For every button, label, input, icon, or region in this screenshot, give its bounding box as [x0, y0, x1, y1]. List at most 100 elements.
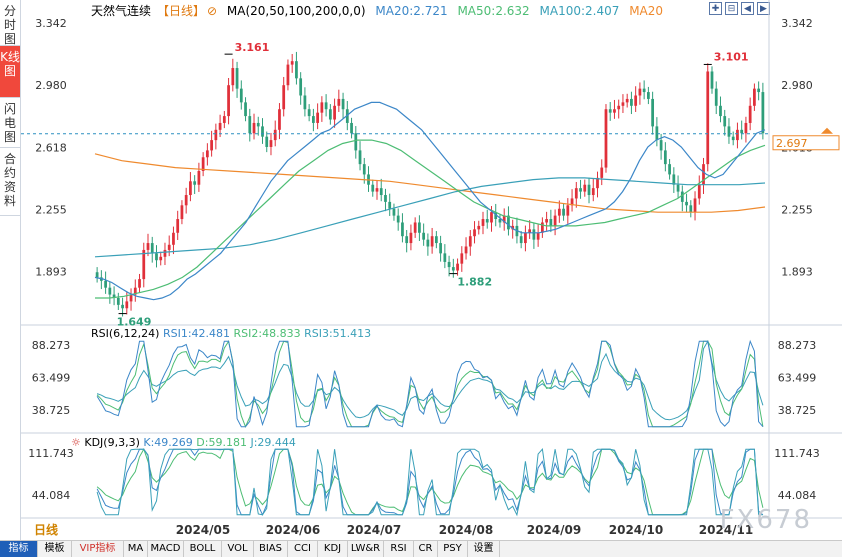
candle-body: [401, 222, 404, 237]
candle-body: [693, 198, 697, 213]
rsi-tick-right: 38.725: [778, 404, 817, 417]
candle-body: [371, 184, 375, 192]
candle-body: [494, 212, 498, 220]
candle-body: [176, 219, 180, 233]
bottom-tab-psy[interactable]: PSY: [438, 541, 468, 557]
bottom-tab-vol[interactable]: VOL: [222, 541, 254, 557]
rsi3-value: RSI3:51.413: [304, 327, 372, 340]
candle-body: [481, 219, 485, 226]
bottom-tab-[interactable]: 设置: [468, 541, 500, 557]
tab-intraday-chart[interactable]: 分时图: [0, 0, 20, 46]
bottom-tab-cr[interactable]: CR: [414, 541, 438, 557]
bottom-tab-cci[interactable]: CCI: [288, 541, 318, 557]
bottom-tab-kdj[interactable]: KDJ: [318, 541, 348, 557]
candle-body: [116, 297, 120, 305]
candle-body: [617, 105, 621, 110]
tab-contract-info[interactable]: 合约资料: [0, 148, 20, 216]
candle-body: [702, 164, 705, 185]
rsi-tick-left: 88.273: [32, 339, 71, 352]
candle-body: [600, 167, 604, 178]
candle-body: [723, 116, 727, 127]
price-tick-right: 2.255: [781, 204, 813, 217]
candle-body: [278, 109, 281, 130]
candle-body: [536, 232, 540, 240]
candle-body: [528, 229, 532, 233]
zoom-out-icon[interactable]: ⊟: [725, 2, 738, 15]
kdj-legend: ☼ KDJ(9,3,3) K:49.269 D:59.181 J:29.444: [71, 436, 296, 449]
candle-body: [155, 253, 158, 261]
candle-body: [451, 267, 455, 271]
candle-body: [524, 232, 527, 244]
candle-body: [621, 102, 625, 106]
candle-body: [125, 301, 129, 309]
bottom-tab-[interactable]: 指标: [0, 541, 38, 557]
candle-body: [490, 212, 493, 223]
candle-body: [422, 232, 426, 240]
candle-body: [574, 188, 578, 199]
candle-body: [443, 253, 447, 262]
candle-body: [104, 280, 107, 288]
candle-body: [485, 219, 489, 223]
candle-body: [328, 109, 332, 120]
bottom-tab-rsi[interactable]: RSI: [384, 541, 414, 557]
kdj-j-value: J:29.444: [250, 436, 296, 449]
candle-body: [337, 98, 341, 106]
move-left-icon[interactable]: ◀: [741, 2, 754, 15]
bottom-tab-vip[interactable]: VIP指标: [72, 541, 124, 557]
bottom-tab-boll[interactable]: BOLL: [184, 541, 222, 557]
zoom-in-icon[interactable]: ✚: [709, 2, 722, 15]
candle-body: [227, 85, 230, 117]
bottom-tab-lwr[interactable]: LW&R: [348, 541, 384, 557]
price-tick-left: 1.893: [35, 266, 67, 279]
candle-body: [358, 150, 362, 165]
candle-body: [663, 150, 667, 165]
period-label[interactable]: 日线: [34, 523, 59, 537]
candle-body: [647, 92, 650, 99]
current-price-label: 2.697: [776, 137, 808, 150]
bottom-tab-macd[interactable]: MACD: [148, 541, 184, 557]
price-tick-left: 3.342: [35, 17, 67, 30]
candle-body: [235, 68, 239, 89]
candle-body: [672, 174, 676, 185]
candle-body: [133, 287, 137, 295]
ma100-value: MA100:2.407: [539, 4, 620, 18]
candle-body: [252, 122, 256, 134]
settings-icon[interactable]: ⊘: [207, 4, 218, 18]
x-axis-label: 2024/10: [609, 523, 663, 537]
candle-body: [473, 229, 476, 237]
tab-flash-chart[interactable]: 闪电图: [0, 98, 20, 148]
candle-body: [167, 244, 171, 250]
tab-kline-chart[interactable]: K线图: [0, 46, 20, 98]
x-axis-label: 2024/11: [699, 523, 753, 537]
candle-body: [295, 61, 298, 79]
rsi-tick-right: 63.499: [778, 371, 817, 384]
candle-body: [265, 136, 269, 147]
candle-body: [519, 236, 523, 244]
candle-body: [392, 208, 396, 216]
candle-body: [150, 243, 154, 254]
rsi-tick-left: 38.725: [32, 404, 71, 417]
candle-body: [362, 164, 366, 175]
candle-body: [502, 215, 506, 223]
candle-body: [456, 263, 459, 271]
candle-body: [261, 126, 264, 137]
kdj-tick-left: 111.743: [28, 447, 74, 460]
candle-body: [748, 105, 752, 123]
ma-params: MA(20,50,100,200,0,0): [226, 4, 366, 18]
candle-body: [108, 287, 112, 295]
kline-svg[interactable]: 3.3423.3422.9802.9802.6182.6182.2552.255…: [21, 0, 842, 540]
kdj-settings-icon[interactable]: ☼: [71, 436, 81, 449]
candle-body: [375, 188, 379, 192]
bottom-tab-[interactable]: 模板: [38, 541, 72, 557]
candle-body: [222, 116, 226, 123]
bottom-tab-ma[interactable]: MA: [124, 541, 148, 557]
price-tick-left: 2.255: [35, 204, 67, 217]
candle-body: [625, 98, 629, 103]
kdj-k-line: [96, 448, 764, 517]
price-tick-right: 1.893: [781, 266, 813, 279]
candle-body: [719, 105, 722, 117]
bottom-tab-bias[interactable]: BIAS: [254, 541, 288, 557]
candle-body: [409, 232, 413, 244]
candle-body: [676, 184, 680, 192]
x-axis-label: 2024/07: [347, 523, 401, 537]
